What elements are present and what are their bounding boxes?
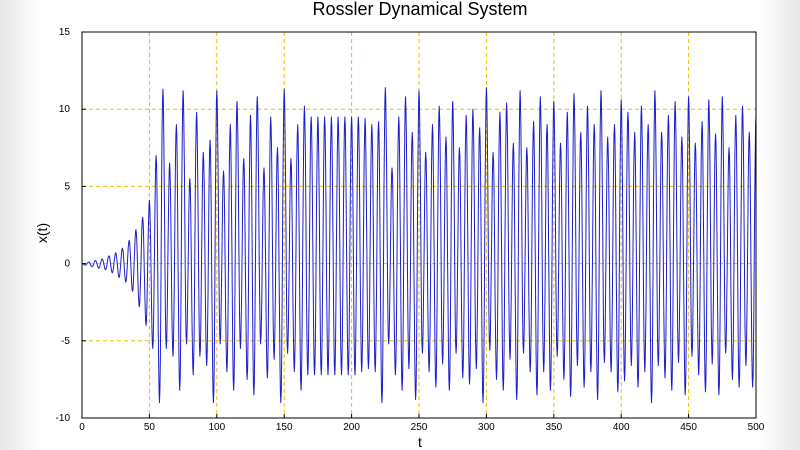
x-tick-label: 150 <box>276 422 293 433</box>
x-tick-label: 50 <box>144 422 156 433</box>
x-tick-label: 300 <box>478 422 495 433</box>
y-tick-label: -5 <box>61 336 70 347</box>
chart-title: Rossler Dynamical System <box>312 0 527 19</box>
x-tick-label: 250 <box>411 422 428 433</box>
axis-layer: 0 50 100 150 200 250 300 350 400 450 500 -10 -5 0 5 10 1… <box>56 27 765 433</box>
y-axis-label: x(t) <box>34 223 50 243</box>
y-tick-label: 0 <box>64 259 70 270</box>
x-tick-label: 100 <box>208 422 225 433</box>
series-line-x-t <box>81 87 757 404</box>
x-axis-label: t <box>418 434 422 450</box>
grid-lines <box>82 32 756 418</box>
series-layer <box>81 87 757 404</box>
y-tick-label: 10 <box>59 104 71 115</box>
x-tick-label: 200 <box>343 422 360 433</box>
y-tick-label: 5 <box>64 181 70 192</box>
x-tick-label: 450 <box>680 422 697 433</box>
x-tick-label: 500 <box>748 422 765 433</box>
y-tick-label: -10 <box>56 413 71 424</box>
y-tick-label: 15 <box>59 27 71 38</box>
x-tick-label: 0 <box>79 422 85 433</box>
x-tick-label: 400 <box>613 422 630 433</box>
x-tick-label: 350 <box>545 422 562 433</box>
